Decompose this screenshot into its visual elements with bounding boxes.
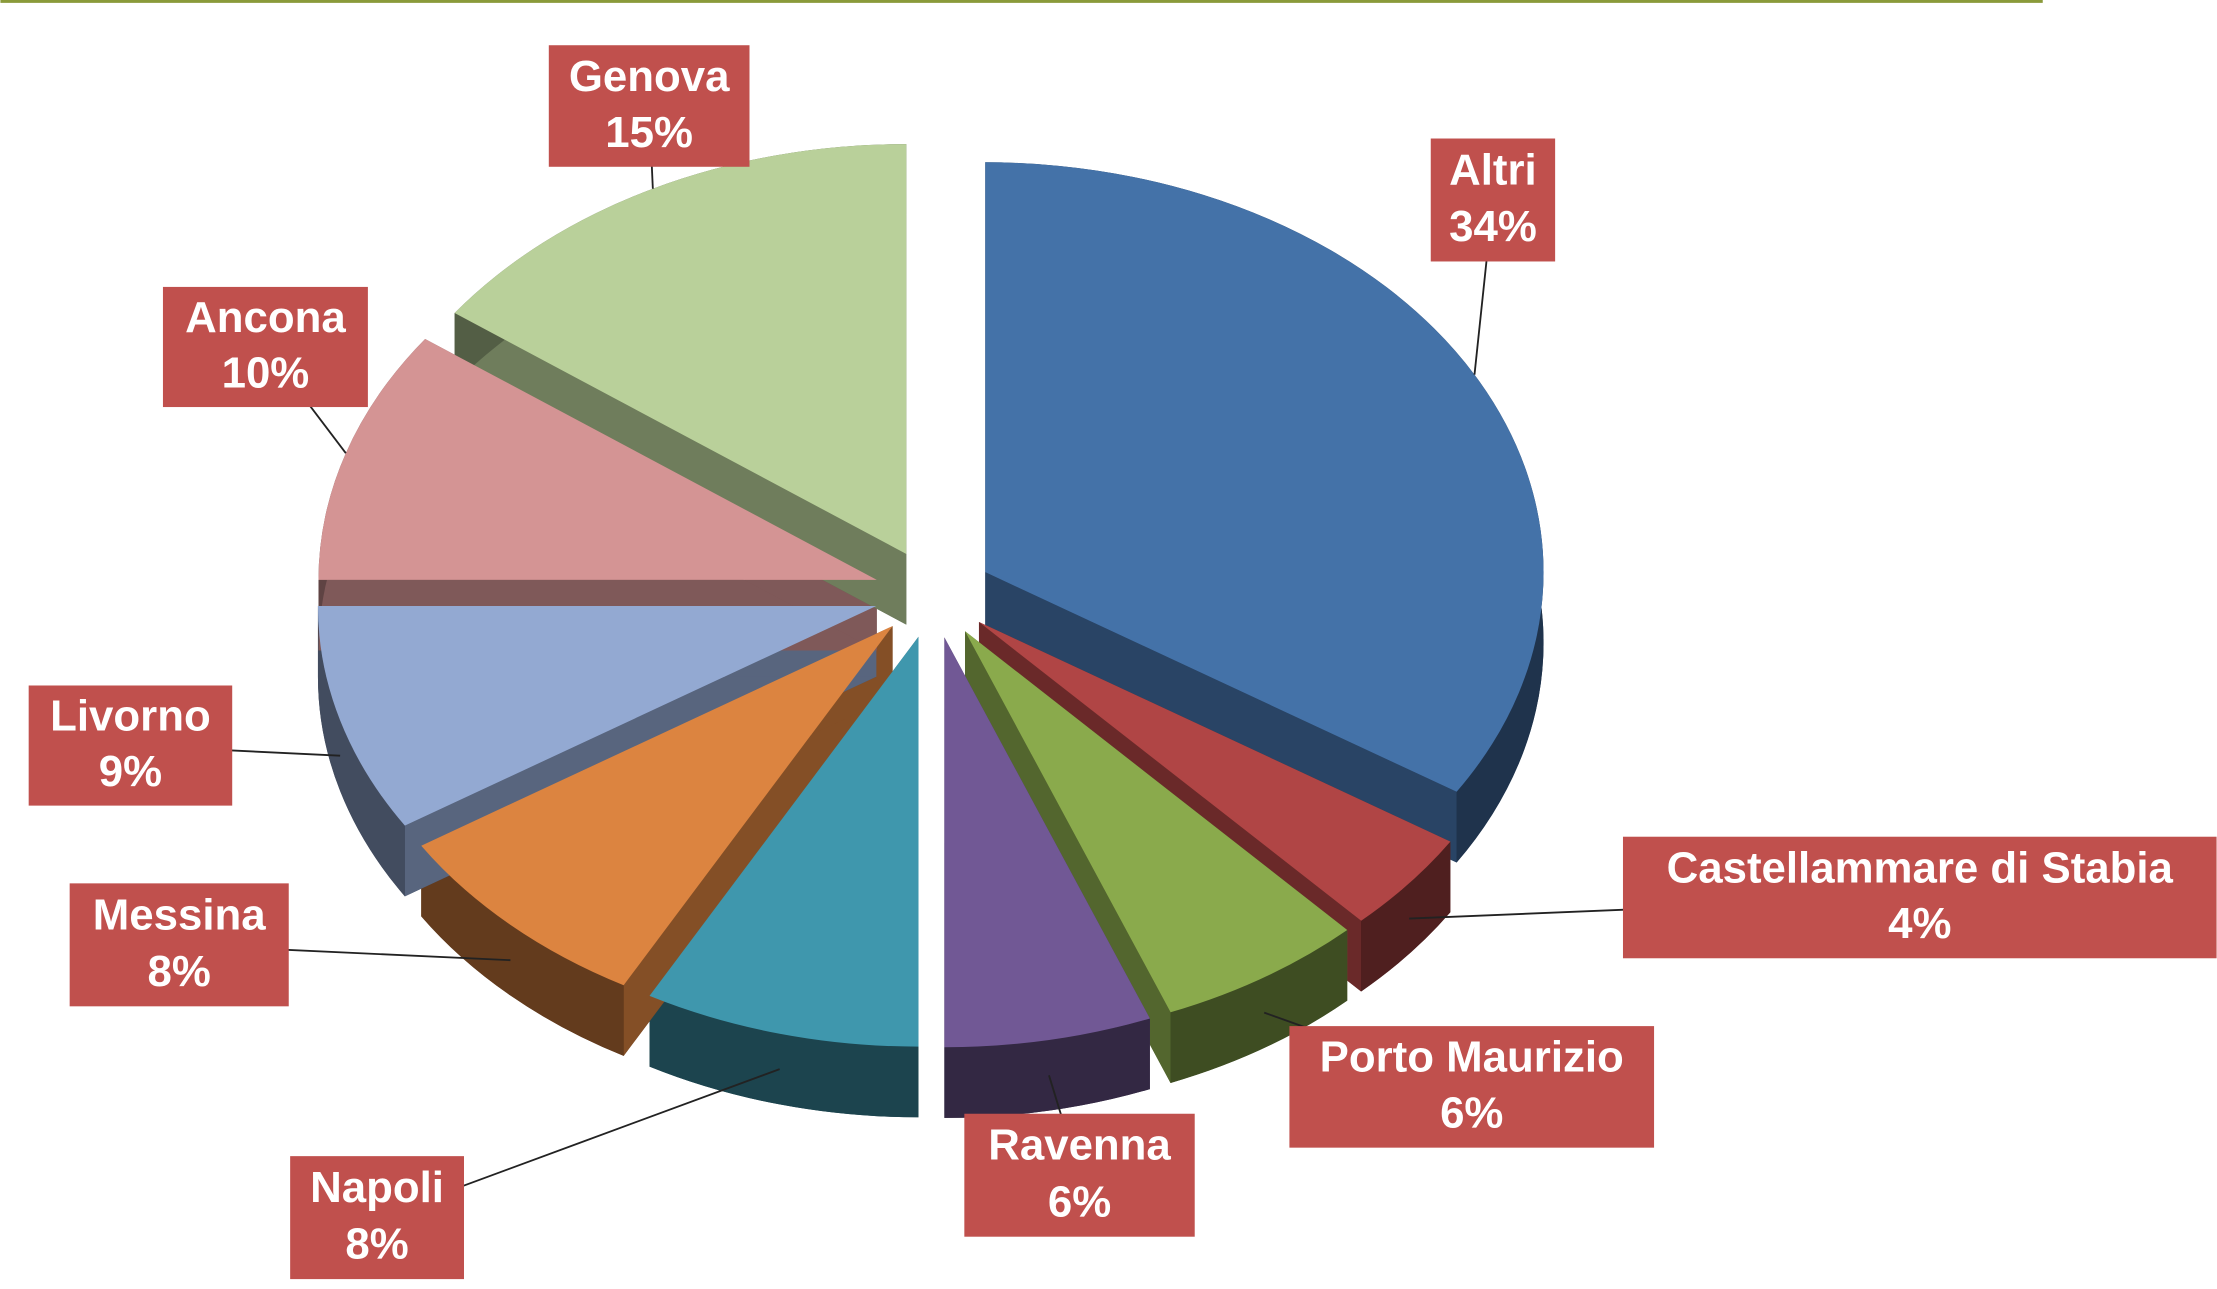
- slice: [454, 144, 907, 554]
- label-name: Ravenna: [988, 1121, 1171, 1170]
- label-name: Porto Maurizio: [1320, 1033, 1624, 1082]
- label-value: 8%: [148, 947, 211, 996]
- label-name: Messina: [93, 890, 266, 939]
- slice: [421, 626, 893, 986]
- label-box: [162, 286, 368, 408]
- slice: [965, 631, 1348, 1013]
- label-value: 6%: [1440, 1089, 1503, 1138]
- label-value: 9%: [99, 747, 162, 796]
- label-box: [28, 685, 233, 806]
- slice: [649, 636, 919, 1047]
- label-box: [548, 45, 750, 167]
- label-value: 4%: [1888, 899, 1951, 948]
- label-box: [69, 883, 289, 1007]
- label-box: [1289, 1026, 1655, 1148]
- label-value: 6%: [1048, 1177, 1111, 1226]
- slice-outer-side: [1170, 929, 1348, 1083]
- label-box: [1622, 836, 2217, 959]
- label-value: 8%: [345, 1220, 408, 1269]
- slice-outer-side: [649, 995, 919, 1118]
- slice: [944, 637, 1150, 1048]
- slice-outer-side: [1361, 841, 1451, 992]
- slice: [317, 606, 877, 826]
- slice-outer-side: [944, 1018, 1150, 1118]
- slice-outer-side: [317, 606, 405, 897]
- slice-outer-side: [421, 845, 624, 1056]
- label-value: 34%: [1449, 202, 1537, 251]
- labels: Altri 34% Castellammare di Stabia 4% Porto M…: [28, 45, 2217, 1280]
- label-name: Ancona: [185, 293, 346, 342]
- label-name: Napoli: [310, 1163, 444, 1212]
- label-name: Genova: [569, 52, 730, 101]
- label-name: Altri: [1449, 146, 1537, 195]
- label-value: 10%: [222, 348, 310, 397]
- slice: [318, 338, 877, 580]
- label-value: 15%: [605, 108, 693, 157]
- slice: [985, 162, 1544, 792]
- label-box: [964, 1113, 1195, 1237]
- label-box: [290, 1156, 464, 1280]
- slice: [978, 621, 1451, 921]
- label-name: Castellammare di Stabia: [1667, 843, 2174, 892]
- slice-tops: [317, 144, 1544, 1048]
- label-box: [1430, 138, 1556, 262]
- label-name: Livorno: [50, 692, 211, 741]
